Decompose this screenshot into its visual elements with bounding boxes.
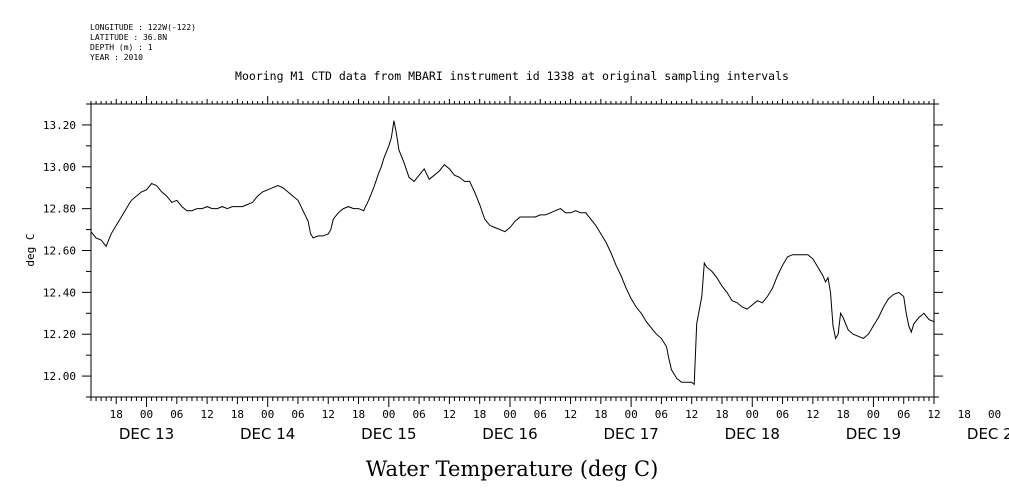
x-day-label: DEC 19	[846, 425, 901, 443]
x-hour-label: 12	[927, 408, 940, 421]
chart-title: Mooring M1 CTD data from MBARI instrumen…	[235, 69, 789, 83]
x-hour-label: 18	[231, 408, 244, 421]
x-day-label: DEC 13	[119, 425, 174, 443]
x-hour-label: 06	[897, 408, 910, 421]
y-tick-label: 12.80	[43, 203, 76, 216]
x-hour-label: 12	[564, 408, 577, 421]
x-day-label: DEC 20	[967, 425, 1009, 443]
y-axis: 12.00 12.20 12.40 12.60 12.80 13.00 13.20	[43, 103, 943, 398]
x-hour-label: 12	[443, 408, 456, 421]
x-day-label: DEC 14	[240, 425, 295, 443]
x-day-label: DEC 18	[725, 425, 780, 443]
x-hour-label: 00	[382, 408, 395, 421]
y-tick-label: 12.60	[43, 245, 76, 258]
depth-label: DEPTH (m) : 1	[90, 43, 153, 52]
x-hour-label: 06	[655, 408, 668, 421]
x-hour-label: 00	[867, 408, 880, 421]
x-hour-label: 06	[776, 408, 789, 421]
y-tick-label: 13.00	[43, 161, 76, 174]
year-label: YEAR : 2010	[90, 53, 143, 62]
longitude-label: LONGITUDE : 122W(-122)	[90, 23, 196, 32]
y-tick-label: 13.20	[43, 119, 76, 132]
plot-frame	[90, 103, 935, 398]
x-hour-label: 12	[322, 408, 335, 421]
x-hour-label: 12	[685, 408, 698, 421]
x-hour-label: 00	[746, 408, 759, 421]
x-day-label: DEC 16	[482, 425, 537, 443]
x-hour-label: 18	[110, 408, 123, 421]
x-hour-label: 00	[261, 408, 274, 421]
metadata-block: LONGITUDE : 122W(-122) LATITUDE : 36.8N …	[90, 23, 196, 62]
x-axis: 18 00 06 12 18 00 06 12 18 00 06 12 18 00 06 12 18 00 06 12…	[90, 96, 1009, 443]
x-axis-label: Water Temperature (deg C)	[366, 457, 659, 481]
y-tick-label: 12.00	[43, 370, 76, 383]
latitude-label: LATITUDE : 36.8N	[90, 33, 167, 42]
y-tick-label: 12.40	[43, 286, 76, 299]
x-hour-label: 18	[837, 408, 850, 421]
x-hour-label: 06	[534, 408, 547, 421]
x-hour-label: 18	[473, 408, 486, 421]
x-day-label: DEC 15	[361, 425, 416, 443]
x-hour-label: 06	[291, 408, 304, 421]
x-hour-label: 00	[988, 408, 1001, 421]
x-hour-label: 00	[625, 408, 638, 421]
series-layer	[90, 120, 935, 386]
x-hour-label: 06	[170, 408, 183, 421]
x-hour-label: 18	[594, 408, 607, 421]
x-hour-label: 06	[412, 408, 425, 421]
x-hour-label: 18	[715, 408, 728, 421]
x-hour-label: 00	[503, 408, 516, 421]
x-hour-label: 18	[958, 408, 971, 421]
temperature-series-line	[90, 120, 935, 386]
x-hour-label: 18	[352, 408, 365, 421]
x-hour-label: 00	[140, 408, 153, 421]
y-axis-label: deg C	[24, 233, 37, 266]
x-hour-label: 12	[806, 408, 819, 421]
x-day-label: DEC 17	[603, 425, 658, 443]
x-hour-label: 12	[200, 408, 213, 421]
y-tick-label: 12.20	[43, 328, 76, 341]
